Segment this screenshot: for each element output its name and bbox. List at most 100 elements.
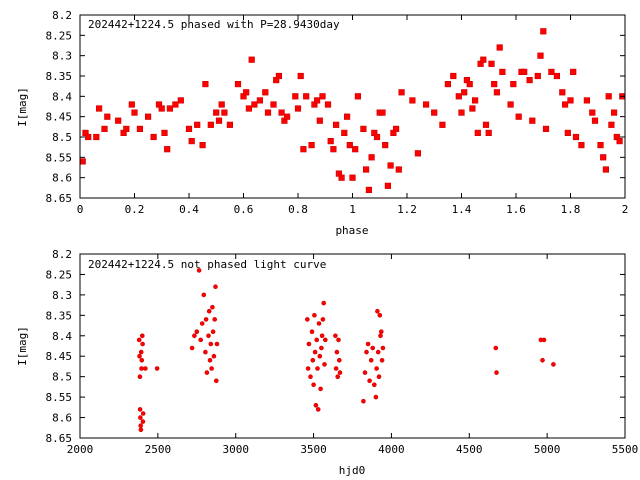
data-point xyxy=(158,105,165,112)
data-point xyxy=(559,89,566,96)
data-point xyxy=(374,366,379,371)
data-point xyxy=(212,317,217,322)
data-point xyxy=(373,133,381,141)
data-point xyxy=(354,93,362,100)
data-point xyxy=(469,105,476,112)
chart-hjd: 2000 2500 3000 3500 4000 4500 5000 5500 8.2 8.25 8… xyxy=(16,248,638,477)
data-point xyxy=(368,154,375,161)
data-point xyxy=(198,337,203,343)
chart-hjd-title: 202442+1224.5 not phased light curve xyxy=(88,258,326,271)
data-point xyxy=(251,101,258,108)
data-point xyxy=(362,370,368,375)
data-point xyxy=(194,329,200,335)
data-point xyxy=(507,101,514,108)
data-point xyxy=(313,97,321,104)
y-tick-label: 8.2 xyxy=(52,9,72,22)
data-point xyxy=(304,317,310,322)
data-point xyxy=(315,407,321,412)
x-tick-label: 0 xyxy=(77,203,84,216)
data-point xyxy=(316,321,322,326)
data-point xyxy=(431,109,438,116)
data-point xyxy=(315,366,320,371)
data-point xyxy=(138,427,144,433)
data-point xyxy=(466,81,473,88)
data-point xyxy=(210,329,216,335)
data-point xyxy=(534,72,541,80)
y-tick-label: 8.25 xyxy=(46,29,73,42)
data-point xyxy=(526,77,533,84)
data-point xyxy=(245,105,253,112)
data-point xyxy=(493,345,499,351)
data-point xyxy=(283,113,291,120)
y-tick-label: 8.65 xyxy=(46,192,73,205)
chart-phased-ticks: 0 0.2 0.4 0.6 0.8 1 1.2 1.4 1.6 1.8 2 8.2 8.25 8.3 8.3… xyxy=(46,9,629,216)
data-point xyxy=(140,419,146,424)
data-point xyxy=(311,382,316,388)
data-point xyxy=(375,349,381,355)
data-point xyxy=(493,89,501,96)
data-point xyxy=(333,366,339,371)
y-tick-label: 8.4 xyxy=(52,90,72,103)
data-point xyxy=(378,329,384,335)
data-point xyxy=(319,345,324,351)
data-point xyxy=(316,117,323,124)
chart-phased: 0 0.2 0.4 0.6 0.8 1 1.2 1.4 1.6 1.8 2 8.2 8.25 8.3 8.3… xyxy=(16,9,628,237)
data-point xyxy=(196,268,202,273)
data-point xyxy=(213,109,220,116)
data-point xyxy=(349,174,356,181)
data-point xyxy=(371,382,377,388)
data-point xyxy=(138,349,144,355)
data-point xyxy=(360,125,367,132)
data-point xyxy=(292,93,299,100)
data-point xyxy=(308,374,313,380)
data-point xyxy=(317,353,323,359)
y-tick-label: 8.45 xyxy=(46,350,73,363)
x-tick-label: 3000 xyxy=(222,443,249,456)
data-point xyxy=(201,292,207,298)
data-point xyxy=(318,386,323,392)
data-point xyxy=(540,357,545,363)
data-point xyxy=(140,411,146,416)
data-point xyxy=(206,308,212,314)
x-tick-label: 2500 xyxy=(145,443,172,456)
data-point xyxy=(166,105,174,112)
data-point xyxy=(600,154,607,161)
x-tick-label: 0.8 xyxy=(288,203,308,216)
data-point xyxy=(336,357,342,363)
data-point xyxy=(521,68,528,75)
data-point xyxy=(214,341,220,347)
chart-phased-title: 202442+1224.5 phased with P=28.9430day xyxy=(88,18,340,31)
y-tick-label: 8.55 xyxy=(46,391,73,404)
y-tick-label: 8.3 xyxy=(52,50,72,63)
data-point xyxy=(491,81,498,88)
data-point xyxy=(384,182,392,189)
x-tick-label: 1 xyxy=(349,203,356,216)
data-point xyxy=(138,415,143,420)
y-tick-label: 8.5 xyxy=(52,131,72,144)
data-point xyxy=(207,357,213,363)
chart-hjd-points xyxy=(136,268,556,433)
data-point xyxy=(139,366,144,371)
y-tick-label: 8.65 xyxy=(46,432,73,445)
x-tick-label: 1.2 xyxy=(397,203,417,216)
data-point xyxy=(161,129,168,137)
data-point xyxy=(101,125,108,132)
data-point xyxy=(488,60,495,67)
data-point xyxy=(341,129,348,137)
data-point xyxy=(319,93,326,100)
data-point xyxy=(365,341,371,347)
data-point xyxy=(93,133,100,141)
data-point xyxy=(309,329,315,335)
data-point xyxy=(380,345,386,351)
data-point xyxy=(210,304,215,310)
data-point xyxy=(278,109,285,116)
data-point xyxy=(591,117,599,124)
data-point xyxy=(378,333,383,339)
data-point xyxy=(583,97,590,104)
data-point xyxy=(373,394,379,400)
data-point xyxy=(275,72,283,80)
data-point xyxy=(564,129,571,137)
y-tick-label: 8.25 xyxy=(46,268,73,281)
data-point xyxy=(199,142,206,149)
data-point xyxy=(262,89,269,96)
